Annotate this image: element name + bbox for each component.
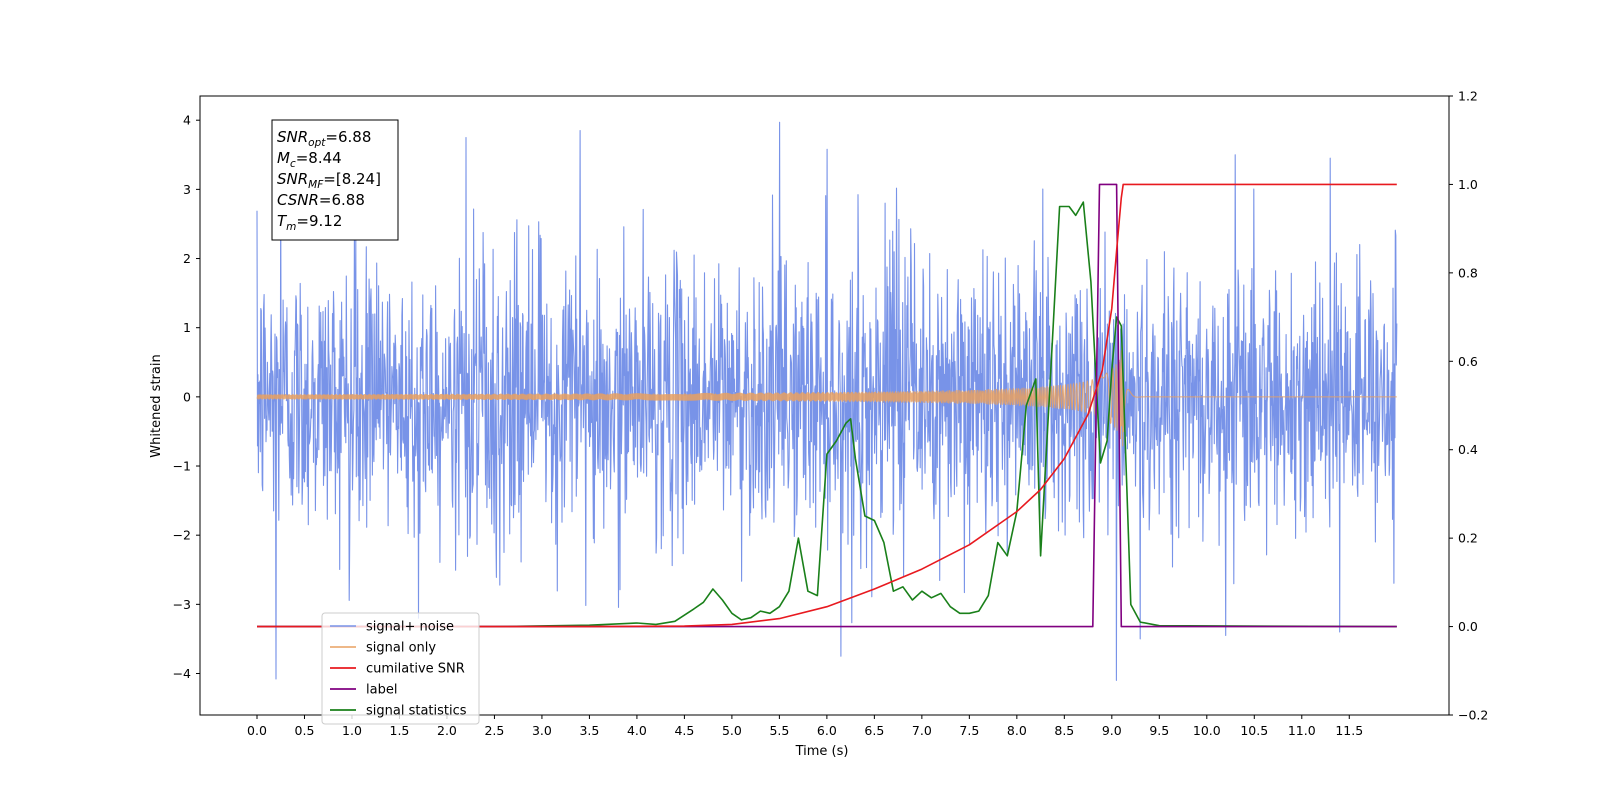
y2-tick-label: 0.6	[1458, 354, 1478, 369]
x-tick-label: 10.5	[1240, 723, 1268, 738]
legend-label: signal+ noise	[366, 620, 454, 635]
x-tick-label: 8.5	[1054, 723, 1074, 738]
info-box-line: CSNR=6.88	[277, 191, 365, 209]
series-line-cumulative-snr	[257, 183, 1397, 628]
x-tick-label: 11.0	[1288, 723, 1316, 738]
y2-tick-label: 1.2	[1458, 89, 1478, 104]
y-axis-label: Whitened strain	[149, 354, 164, 457]
info-box-line: Mc=8.44	[277, 149, 342, 170]
y-tick-label: 4	[183, 113, 191, 128]
y2-tick-label: 0.4	[1458, 442, 1478, 457]
legend-label: cumilative SNR	[366, 662, 465, 677]
x-tick-label: 9.0	[1102, 723, 1122, 738]
x-tick-label: 1.0	[342, 723, 362, 738]
y2-tick-label: −0.2	[1458, 708, 1488, 723]
y-tick-label: −4	[173, 666, 191, 681]
x-tick-label: 5.5	[769, 723, 789, 738]
x-tick-label: 3.5	[579, 723, 599, 738]
y2-tick-label: 1.0	[1458, 177, 1478, 192]
info-box-line: SNRMF=[8.24]	[277, 170, 381, 191]
y2-tick-label: 0.8	[1458, 265, 1478, 280]
x-tick-label: 11.5	[1335, 723, 1363, 738]
info-box-line: SNRopt=6.88	[277, 128, 371, 149]
y2-tick-label: 0.2	[1458, 531, 1478, 546]
y-tick-label: 3	[183, 182, 191, 197]
x-tick-label: 4.5	[674, 723, 694, 738]
legend-frame	[321, 612, 480, 725]
y-tick-label: 2	[183, 251, 191, 266]
legend-label: signal statistics	[366, 704, 467, 719]
x-tick-label: 10.0	[1193, 723, 1221, 738]
y-tick-label: −2	[173, 528, 191, 543]
x-tick-label: 0.0	[247, 723, 267, 738]
x-tick-label: 6.5	[864, 723, 884, 738]
x-tick-label: 6.0	[817, 723, 837, 738]
series-line-signal-statistics	[257, 201, 1397, 628]
y-tick-label: 1	[183, 320, 191, 335]
x-tick-label: 8.0	[1007, 723, 1027, 738]
x-tick-label: 7.5	[959, 723, 979, 738]
x-tick-label: 3.0	[532, 723, 552, 738]
y-axis-right: −0.2 0.0 0.2 0.4 0.6 0.8 1.0 1.2	[1449, 89, 1488, 723]
x-tick-label: 2.0	[437, 723, 457, 738]
y-tick-label: −3	[173, 597, 191, 612]
x-tick-label: 2.5	[484, 723, 504, 738]
x-axis-label: Time (s)	[795, 744, 849, 759]
legend: signal+ noise signal only cumilative SNR la…	[321, 612, 480, 725]
x-tick-label: 1.5	[390, 723, 410, 738]
y-tick-label: −1	[173, 459, 191, 474]
x-tick-label: 7.0	[912, 723, 932, 738]
series-line-signal-only	[256, 345, 1397, 447]
legend-label: signal only	[366, 641, 436, 656]
legend-label: label	[366, 683, 397, 698]
info-box-frame	[271, 119, 399, 241]
x-tick-label: 5.0	[722, 723, 742, 738]
plot-frame	[199, 95, 1450, 716]
series-line-label	[257, 183, 1397, 628]
y-axis-left: −4 −3 −2 −1 0 1 2 3 4	[173, 113, 200, 681]
plot-series-layer	[256, 121, 1398, 681]
x-tick-label: 9.5	[1149, 723, 1169, 738]
x-axis: 0.0 0.5 1.0 1.5 2.0 2.5 3.0 3.5 4.0 4.5 5.0 5.5 6.0 6…	[247, 715, 1363, 738]
x-tick-label: 4.0	[627, 723, 647, 738]
info-box-line: Tm=9.12	[277, 212, 342, 233]
y-tick-label: 0	[183, 389, 191, 404]
y2-tick-label: 0.0	[1458, 619, 1478, 634]
x-tick-label: 0.5	[295, 723, 315, 738]
